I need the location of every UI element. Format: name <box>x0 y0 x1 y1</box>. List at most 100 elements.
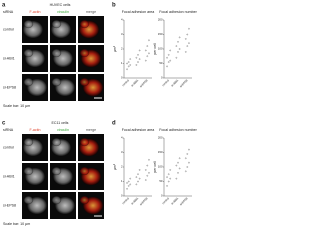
row-header: siRNA <box>3 128 14 132</box>
y-tick-label: 4 <box>121 136 123 140</box>
cell <box>79 78 90 87</box>
data-point <box>135 176 138 178</box>
data-point <box>146 45 149 47</box>
data-point <box>126 187 128 190</box>
column-label: merge <box>86 128 96 132</box>
row-label: si-ABI1 <box>3 56 15 60</box>
data-point <box>188 148 190 151</box>
cell <box>23 196 34 205</box>
column-label: vinculin <box>57 10 69 14</box>
data-point <box>129 177 132 180</box>
y-tick-label: 0 <box>121 194 123 198</box>
x-tick-label: si-ABI1 <box>130 78 140 88</box>
cell <box>23 49 34 58</box>
x-tick-label: si-EPS8 <box>179 78 189 88</box>
data-point <box>188 27 190 30</box>
data-point <box>138 58 141 60</box>
data-point <box>175 164 178 167</box>
y-tick-label: 3 <box>121 150 123 154</box>
data-point <box>178 167 181 170</box>
data-point <box>166 56 168 59</box>
y-tick-label: 50 <box>159 61 163 65</box>
data-point <box>184 51 187 53</box>
data-point <box>186 166 189 168</box>
data-point <box>137 61 139 63</box>
column-label: F-actin <box>30 10 41 14</box>
y-tick-label: 0 <box>161 76 163 80</box>
row-label: control <box>3 145 14 149</box>
chart-title: Focal adhesion number <box>159 10 197 14</box>
figure: a HUVEC cells siRNA F-actin vinculin merge con… <box>2 3 198 226</box>
cell <box>23 78 34 87</box>
x-tick-label: si-EPS8 <box>139 78 149 88</box>
cell <box>51 167 62 176</box>
y-tick-label: 3 <box>121 32 123 36</box>
data-point <box>144 59 147 62</box>
row-label: control <box>3 27 14 31</box>
data-point <box>148 172 150 174</box>
data-point <box>177 51 179 53</box>
x-tick-label: si-ABI1 <box>170 78 180 88</box>
data-point <box>177 172 179 174</box>
y-tick-label: 2 <box>121 165 123 169</box>
row-label: si-EPS8 <box>3 85 16 89</box>
y-tick-label: 50 <box>159 179 163 183</box>
data-point <box>135 56 138 59</box>
data-point <box>178 48 181 50</box>
y-tick-label: 150 <box>158 32 163 36</box>
data-point <box>144 49 147 52</box>
data-point <box>175 56 178 59</box>
cell <box>79 49 90 58</box>
y-axis-label: per cell <box>153 43 157 55</box>
y-tick-label: 2 <box>121 47 123 51</box>
column-label: F-actin <box>30 128 41 132</box>
panel-letter: d <box>112 121 116 127</box>
data-point <box>127 65 130 68</box>
column-label: vinculin <box>57 128 69 132</box>
data-point <box>146 164 149 167</box>
y-tick-label: 100 <box>158 165 163 169</box>
data-point <box>144 169 147 171</box>
data-point <box>169 49 172 52</box>
data-point <box>146 174 149 177</box>
y-axis-label: µm² <box>113 163 117 170</box>
panel-letter: c <box>2 121 6 127</box>
data-point <box>126 62 128 65</box>
data-point <box>137 54 139 56</box>
x-tick-label: si-EPS8 <box>179 196 189 206</box>
data-point <box>129 58 132 60</box>
cell <box>23 138 34 147</box>
data-point <box>184 157 187 160</box>
data-point <box>148 158 150 161</box>
scale-note: Scale bar: 10 µm <box>3 222 30 226</box>
row-header: siRNA <box>3 10 14 14</box>
data-point <box>166 65 168 68</box>
x-tick-label: control <box>121 196 130 205</box>
x-tick-label: control <box>161 78 170 87</box>
y-tick-label: 1 <box>121 179 123 183</box>
data-point <box>186 45 189 47</box>
data-point <box>138 49 141 52</box>
data-point <box>127 185 130 187</box>
data-point <box>126 68 128 71</box>
y-axis-label: per cell <box>153 161 157 173</box>
panel-letter: a <box>2 3 6 9</box>
cell <box>79 196 90 205</box>
y-tick-label: 200 <box>158 136 163 140</box>
scale-note: Scale bar: 10 µm <box>3 104 30 108</box>
x-tick-label: si-EPS8 <box>139 196 149 206</box>
data-point <box>186 33 189 36</box>
y-tick-label: 0 <box>121 76 123 80</box>
data-point <box>188 161 190 164</box>
data-point <box>188 42 190 44</box>
cell <box>79 20 90 29</box>
data-point <box>177 41 179 43</box>
panel-title: HUVEC cells <box>50 3 71 7</box>
data-point <box>167 173 170 175</box>
cell <box>51 78 62 87</box>
data-point <box>135 183 138 186</box>
data-point <box>186 153 189 155</box>
data-point <box>135 64 138 66</box>
panel-letter: b <box>112 3 116 9</box>
data-point <box>127 180 130 183</box>
